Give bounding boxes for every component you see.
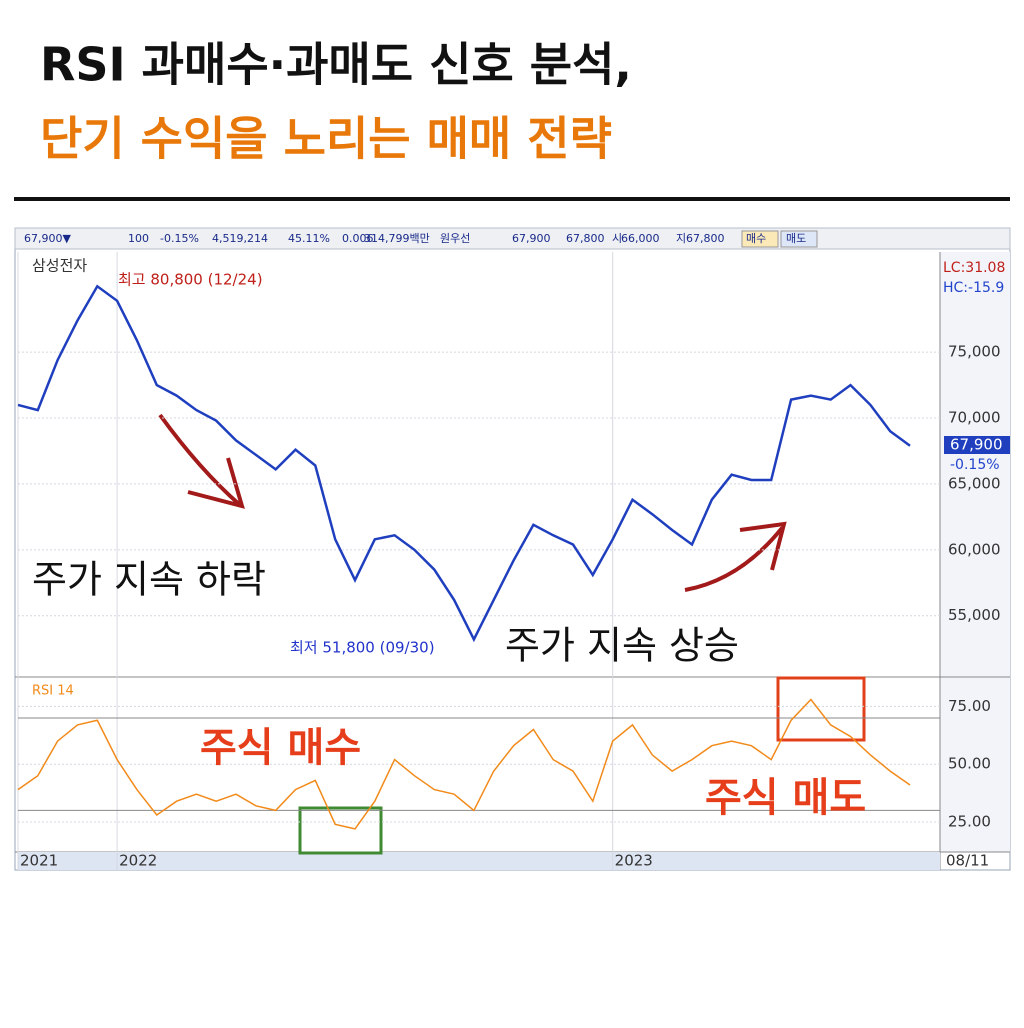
sell-box (776, 676, 866, 742)
series-line (17, 284, 911, 643)
toolbar-item: -0.15% (160, 232, 199, 245)
x-tick-label: 2023 (615, 852, 653, 870)
y-tick-label: 75.00 (948, 697, 991, 715)
toolbar-item: 45.11% (288, 232, 330, 245)
trend-down: 주가 지속 하락 (32, 558, 266, 602)
chart-frame (14, 227, 1011, 871)
toolbar-item: 매도 (786, 232, 806, 245)
y-tick-label: 55,000 (948, 606, 1001, 624)
y-tick-label: 65,000 (948, 474, 1001, 492)
y-tick-label: 50.00 (948, 755, 991, 773)
y-tick-label: 70,000 (948, 409, 1001, 427)
toolbar-item: 314,799백만 (364, 232, 430, 245)
arrow-up (684, 526, 784, 592)
trend-up: 주가 지속 상승 (505, 624, 739, 668)
page-subtitle: 단기 수익을 노리는 매매 전략 (40, 112, 612, 166)
y-tick-label: 60,000 (948, 540, 1001, 558)
arrow-up-head (739, 521, 787, 571)
sell-button[interactable] (780, 230, 818, 248)
high-label: 최고 80,800 (12/24) (118, 271, 263, 289)
buy-box (298, 806, 383, 855)
toolbar-item: 매수 (746, 232, 766, 245)
buy-button[interactable] (741, 230, 779, 248)
sell-label: 주식 매도 (705, 775, 866, 821)
panel-title: 삼성전자 (32, 257, 87, 275)
lc-label: LC:31.08 (943, 260, 1005, 276)
y-tick-label: 25.00 (948, 812, 991, 830)
buy-label: 주식 매수 (200, 725, 361, 771)
rule (14, 197, 1010, 201)
last-price-box (944, 436, 1010, 454)
end-date: 08/11 (946, 852, 989, 870)
last-change: -0.15% (950, 457, 1000, 473)
low-label: 최저 51,800 (09/30) (290, 639, 435, 657)
arrow-down-head (187, 457, 245, 509)
toolbar-item: 4,519,214 (212, 232, 268, 245)
x-tick-label: 2021 (20, 852, 58, 870)
toolbar-item: 시 (612, 232, 622, 245)
y-axis-area (940, 252, 1010, 852)
y-tick-label: 75,000 (948, 343, 1001, 361)
date-axis (18, 852, 940, 870)
toolbar-item: 0.006 (342, 232, 374, 245)
series-line (17, 698, 911, 830)
arrow-down (158, 413, 242, 507)
toolbar-item: 100 (128, 232, 149, 245)
toolbar-item: 67,800 (686, 232, 725, 245)
x-tick-label: 2022 (119, 852, 157, 870)
panel-title: RSI 14 (32, 684, 74, 699)
toolbar-item: 67,900 (512, 232, 551, 245)
toolbar-item: 지 (676, 232, 686, 245)
toolbar-item: 67,900▼ (24, 232, 71, 245)
page-title: RSI 과매수·과매도 신호 분석, (40, 38, 632, 92)
toolbar-item: 66,000 (621, 232, 660, 245)
hc-label: HC:-15.9 (943, 280, 1004, 296)
last-price: 67,900 (950, 436, 1003, 454)
toolbar-item: 67,800 (566, 232, 605, 245)
toolbar-item: 원우선 (440, 232, 470, 245)
